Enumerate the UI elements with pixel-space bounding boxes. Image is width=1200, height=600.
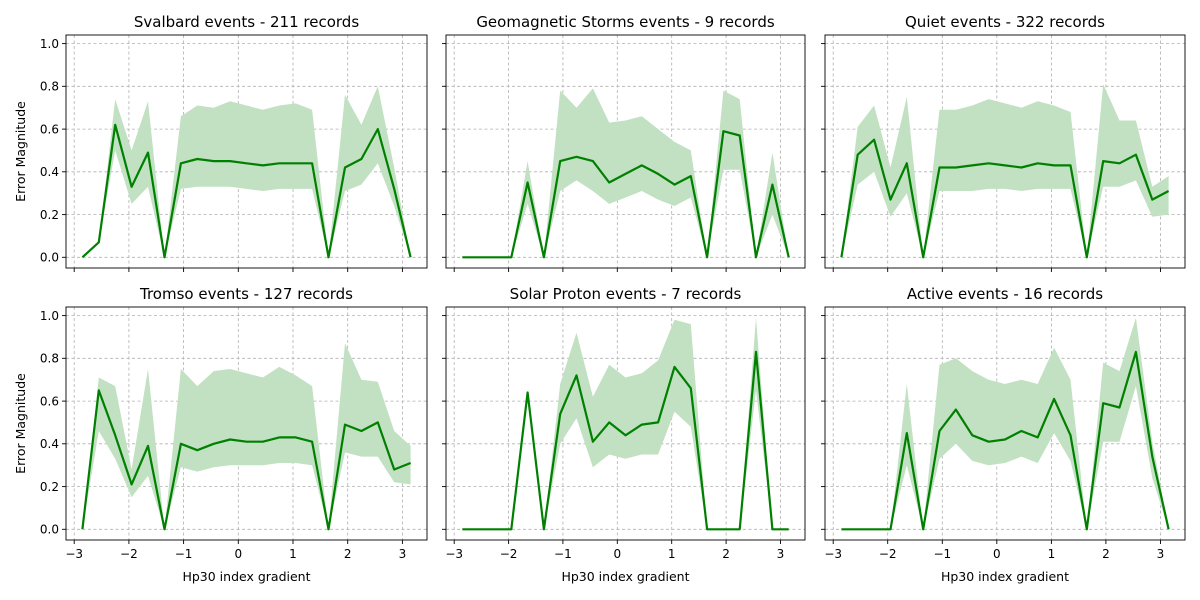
y-axis-label: Error Magnitude <box>13 373 28 474</box>
x-tick-label: 0 <box>234 547 242 561</box>
y-tick-label: 0.8 <box>40 80 59 94</box>
x-tick-label: −2 <box>500 547 518 561</box>
y-tick-label: 1.0 <box>40 37 59 51</box>
axes-frame <box>824 306 1186 541</box>
mean-error-line <box>840 138 1170 259</box>
subplot-2: Geomagnetic Storms events - 9 records <box>442 13 806 272</box>
subplot-5: −3 −2 −1 0 1 2 3 Solar Proton events - 7 record… <box>442 285 806 584</box>
mean-error-line <box>841 350 1170 531</box>
subplot-title: Svalbard events - 211 records <box>134 13 359 31</box>
x-tick-label: 1 <box>1048 547 1056 561</box>
mean-error-line <box>81 389 412 531</box>
axes-frame <box>824 34 1186 269</box>
x-tick-label: 3 <box>1157 547 1165 561</box>
subplot-4: −3 −2 −1 0 1 2 3 0.0 0.2 0.4 0.6 0.8 1.0 Tromso event… <box>13 285 428 584</box>
subplot-title: Tromso events - 127 records <box>139 285 353 303</box>
x-tick-label: 2 <box>1102 547 1110 561</box>
subplot-1: 0.0 0.2 0.4 0.6 0.8 1.0 Svalbard events - 211 … <box>13 13 428 272</box>
x-tick-label: −3 <box>65 547 83 561</box>
x-tick-label: 1 <box>289 547 297 561</box>
y-tick-label: 0.6 <box>40 394 59 408</box>
error-band <box>82 343 411 530</box>
x-tick-label: −1 <box>175 547 193 561</box>
mean-error-line <box>81 123 412 259</box>
y-tick-label: 0.4 <box>40 437 59 451</box>
y-tick-label: 0.4 <box>40 165 59 179</box>
x-tick-label: 3 <box>777 547 785 561</box>
x-tick-label: 0 <box>993 547 1001 561</box>
axes-frame <box>445 34 806 269</box>
x-tick-label: −2 <box>120 547 138 561</box>
x-tick-label: 0 <box>613 547 621 561</box>
mean-error-line <box>462 350 789 531</box>
x-tick-label: −2 <box>879 547 897 561</box>
y-tick-label: 0.2 <box>40 480 59 494</box>
axes-frame <box>65 34 428 269</box>
subplot-title: Solar Proton events - 7 records <box>510 285 742 303</box>
y-tick-label: 0.8 <box>40 352 59 366</box>
x-tick-label: 1 <box>668 547 676 561</box>
x-axis-label: Hp30 index gradient <box>941 569 1069 584</box>
axes-frame <box>445 306 806 541</box>
x-tick-label: 2 <box>344 547 352 561</box>
subplot-6: −3 −2 −1 0 1 2 3 Active events - 16 records Hp30… <box>821 285 1186 584</box>
x-tick-label: −3 <box>445 547 463 561</box>
y-axis-label: Error Magnitude <box>13 101 28 202</box>
y-tick-label: 0.6 <box>40 122 59 136</box>
y-tick-label: 1.0 <box>40 309 59 323</box>
x-tick-label: −1 <box>554 547 572 561</box>
error-band <box>841 84 1169 258</box>
x-tick-label: −1 <box>933 547 951 561</box>
error-band <box>82 86 411 258</box>
y-tick-label: 0.0 <box>40 523 59 537</box>
y-tick-label: 0.2 <box>40 208 59 222</box>
error-band <box>462 317 789 530</box>
axes-frame <box>65 306 428 541</box>
subplot-title: Geomagnetic Storms events - 9 records <box>476 13 775 31</box>
subplot-title: Quiet events - 322 records <box>905 13 1105 31</box>
y-tick-label: 0.0 <box>40 251 59 265</box>
subplot-title: Active events - 16 records <box>907 285 1103 303</box>
x-tick-label: 3 <box>399 547 407 561</box>
x-tick-label: 2 <box>722 547 730 561</box>
error-band <box>841 317 1169 530</box>
x-axis-label: Hp30 index gradient <box>182 569 310 584</box>
x-tick-label: −3 <box>824 547 842 561</box>
mean-error-line <box>462 130 790 259</box>
subplot-3: Quiet events - 322 records <box>821 13 1186 272</box>
x-axis-label: Hp30 index gradient <box>561 569 689 584</box>
